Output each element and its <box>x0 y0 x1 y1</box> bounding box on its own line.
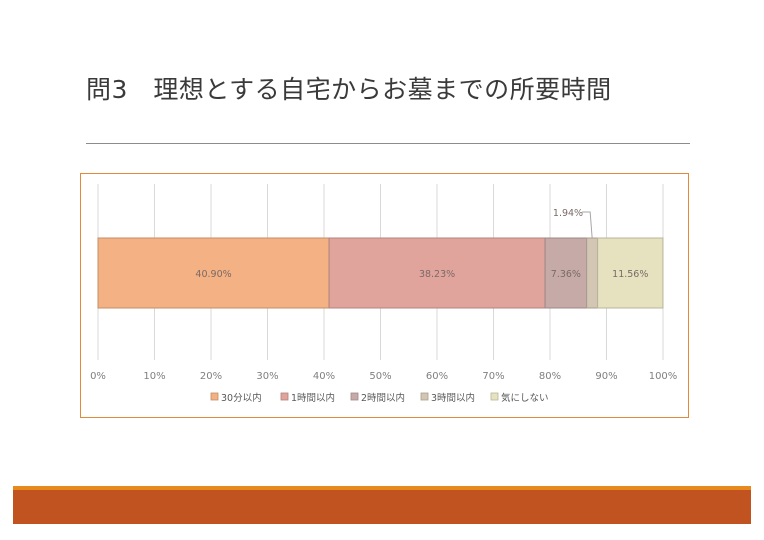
x-tick-label: 70% <box>482 371 504 382</box>
x-tick-label: 30% <box>256 371 278 382</box>
data-label: 11.56% <box>612 269 648 280</box>
x-tick-label: 80% <box>539 371 561 382</box>
legend-swatch <box>490 392 499 401</box>
data-label: 38.23% <box>419 269 455 280</box>
bar-segments <box>97 237 664 309</box>
bar-segment <box>597 237 664 309</box>
x-tick-label: 10% <box>143 371 165 382</box>
page-title: 問3 理想とする自宅からお墓までの所要時間 <box>86 75 612 104</box>
title-divider <box>86 143 690 144</box>
legend-label: 3時間以内 <box>431 392 475 404</box>
data-label: 1.94% <box>553 208 583 219</box>
legend-swatch <box>210 392 219 401</box>
x-tick-label: 100% <box>649 371 678 382</box>
label-leader-line <box>582 211 593 239</box>
bar-segment <box>328 237 546 309</box>
x-axis-ticks: 0% 10% 20% 30% 40% 50% 60% 70% 80% 90% 100% <box>90 371 677 382</box>
bar-segment <box>586 237 599 309</box>
x-tick-label: 60% <box>426 371 448 382</box>
legend-label: 2時間以内 <box>361 392 405 404</box>
legend-label: 30分以内 <box>221 392 262 404</box>
x-tick-label: 20% <box>200 371 222 382</box>
data-label: 40.90% <box>195 269 231 280</box>
legend-label: 気にしない <box>501 392 549 404</box>
legend-label: 1時間以内 <box>291 392 335 404</box>
legend-swatch <box>280 392 289 401</box>
x-tick-label: 40% <box>313 371 335 382</box>
x-tick-label: 50% <box>369 371 391 382</box>
legend-swatch <box>350 392 359 401</box>
footer-band <box>13 486 751 524</box>
data-labels: 40.90% 38.23% 7.36% 1.94% 11.56% <box>195 208 648 280</box>
x-tick-label: 0% <box>90 371 106 382</box>
legend-swatch <box>420 392 429 401</box>
bar-segment <box>97 237 330 309</box>
x-tick-label: 90% <box>595 371 617 382</box>
legend: 30分以内 1時間以内 2時間以内 3時間以内 気にしない <box>210 392 549 404</box>
data-label: 7.36% <box>551 269 581 280</box>
bar-segment <box>544 237 588 309</box>
